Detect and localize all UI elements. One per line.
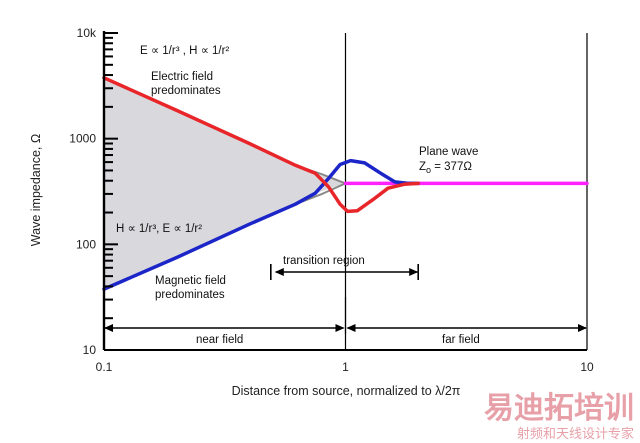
near-field-arrow-head-left: [104, 324, 113, 332]
x-axis-label: Distance from source, normalized to λ/2π: [232, 384, 461, 398]
transition-arrow-head-right: [409, 268, 419, 276]
transition-arrow-head-left: [274, 268, 284, 276]
x-tick-label: 10: [580, 360, 594, 374]
magnetic-field-label-line2: predominates: [155, 289, 225, 301]
plane-wave-z-subscript: o: [426, 165, 431, 175]
y-tick-label: 1000: [69, 132, 96, 146]
region-layer: [104, 264, 587, 334]
relation-top-label: E ∝ 1/r³ , H ∝ 1/r²: [140, 45, 229, 57]
transition-region-label: transition region: [283, 255, 365, 267]
y-tick-label: 10: [83, 343, 97, 357]
electric-series-line: [102, 76, 420, 214]
relation-bottom-label: H ∝ 1/r³, E ∝ 1/r²: [116, 223, 202, 235]
series-layer: [102, 76, 589, 291]
axis-layer: [102, 31, 587, 351]
near-field-shaded-region: [104, 77, 346, 290]
y-axis-label: Wave impedance, Ω: [29, 134, 43, 246]
y-tick-label: 10k: [77, 26, 97, 40]
y-tick-label: 100: [76, 237, 96, 251]
plane-wave-label-line1: Plane wave: [419, 146, 478, 158]
tick-layer: 10 100 1000 10k 0.1 1 10: [69, 26, 594, 374]
x-tick-label: 1: [342, 360, 349, 374]
watermark-brand: 易迪拓培训: [484, 391, 634, 426]
far-field-label: far field: [442, 334, 480, 346]
watermark-slogan: 射频和天线设计专家: [517, 426, 634, 442]
plane-wave-value: = 377Ω: [431, 161, 472, 173]
near-field-arrow-head-right: [335, 324, 345, 332]
far-field-arrow-head-right: [578, 324, 587, 332]
magnetic-series-line: [102, 158, 420, 291]
plane-wave-z: Z: [419, 161, 426, 173]
far-field-arrow-head-left: [346, 324, 356, 332]
x-tick-label: 0.1: [96, 360, 113, 374]
near-field-label: near field: [196, 334, 243, 346]
electric-field-label-line1: Electric field: [151, 71, 213, 83]
electric-field-label-line2: predominates: [151, 85, 221, 97]
magnetic-field-label-line1: Magnetic field: [155, 275, 226, 287]
plane-wave-label-line2: Zo = 377Ω: [419, 161, 472, 175]
